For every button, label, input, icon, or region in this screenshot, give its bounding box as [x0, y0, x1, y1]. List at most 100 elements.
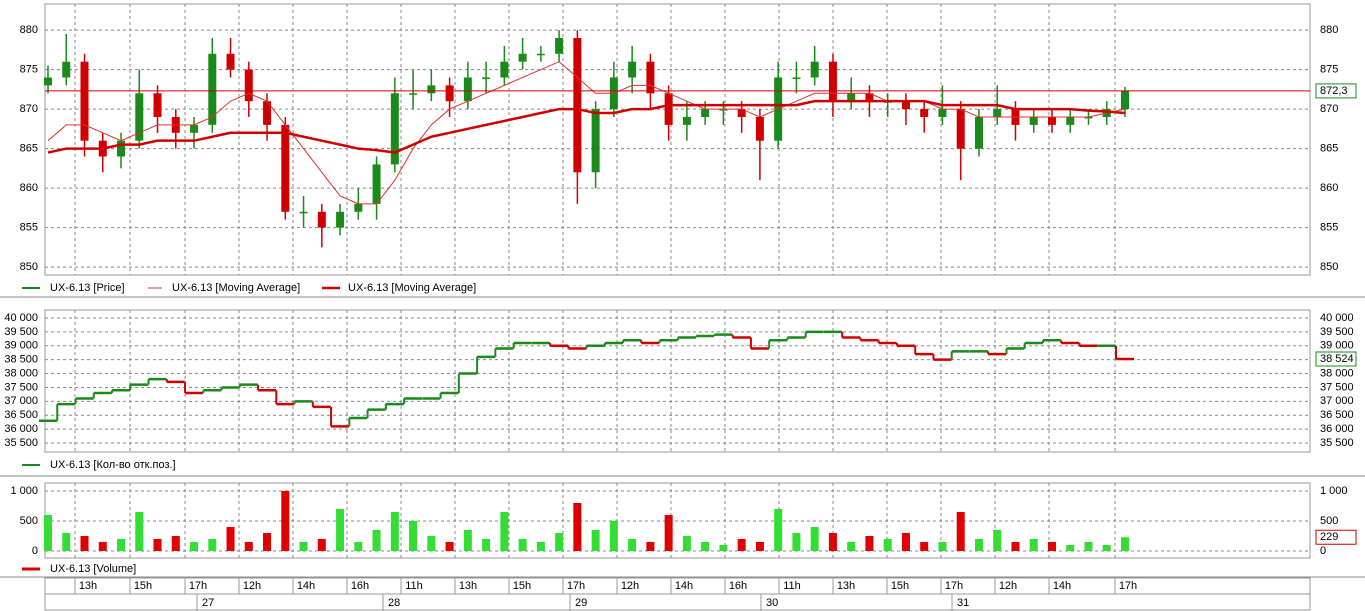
candle-body — [244, 69, 253, 102]
moving-average — [47, 99, 1126, 154]
last-value-box — [1315, 83, 1357, 99]
volume-bar — [938, 541, 947, 551]
y-tick-label: 0 — [32, 545, 38, 557]
candle-body — [62, 61, 71, 78]
hour-label: 16h — [729, 580, 747, 592]
volume-bar — [463, 529, 472, 551]
volume-bar — [792, 532, 801, 551]
plot-frame — [44, 3, 1311, 276]
volume-bar — [482, 538, 491, 551]
candle-body — [226, 53, 235, 70]
volume-bar — [1121, 537, 1129, 551]
volume-bar — [555, 532, 564, 551]
volume-bar — [208, 538, 217, 551]
volume-bar — [883, 538, 892, 551]
candle-body — [80, 61, 89, 141]
candle-body — [354, 203, 363, 212]
day-label: 31 — [957, 597, 969, 609]
volume-bar — [1084, 541, 1093, 551]
candle-body — [190, 124, 199, 133]
volume-bar — [755, 541, 764, 551]
candle-body — [792, 77, 801, 79]
y-tick-label-right: 39 000 — [1320, 340, 1354, 352]
candle-body — [956, 109, 965, 149]
volume-bar — [719, 544, 728, 551]
candle-body — [974, 116, 983, 149]
candle-body — [755, 116, 764, 141]
candle-body — [536, 53, 545, 56]
y-tick-label: 870 — [20, 103, 38, 115]
y-tick-label-right: 875 — [1320, 63, 1338, 75]
hour-label: 12h — [621, 580, 639, 592]
volume-bar — [336, 508, 345, 551]
volume-bar — [828, 532, 837, 551]
volume-bar — [98, 541, 107, 551]
candle-body — [573, 37, 582, 173]
hour-label: 15h — [891, 580, 909, 592]
candle-body — [518, 53, 527, 62]
y-tick-label-right: 39 500 — [1320, 326, 1354, 338]
candle-body — [390, 93, 399, 165]
y-tick-label-right: 40 000 — [1320, 312, 1354, 324]
candle-body — [153, 93, 162, 117]
hour-label: 12h — [999, 580, 1017, 592]
volume-bar — [171, 535, 180, 551]
candle-body — [409, 93, 418, 95]
moving-average — [47, 61, 1126, 205]
y-tick-label-right: 35 500 — [1320, 437, 1354, 449]
volume-bar — [409, 520, 418, 551]
hour-label: 17h — [567, 580, 585, 592]
candle-body — [1029, 116, 1038, 125]
hour-label: 12h — [243, 580, 261, 592]
y-tick-label: 855 — [20, 222, 38, 234]
volume-bar — [865, 535, 874, 551]
volume-bar — [1011, 541, 1020, 551]
hour-label: 14h — [297, 580, 315, 592]
volume-bar — [190, 541, 199, 551]
volume-bar — [44, 514, 52, 551]
volume-bar — [1066, 544, 1075, 551]
y-tick-label-right: 850 — [1320, 261, 1338, 273]
hour-label: 13h — [837, 580, 855, 592]
candle-body — [719, 109, 728, 111]
y-tick-label: 500 — [20, 515, 38, 527]
y-tick-label-right: 36 000 — [1320, 423, 1354, 435]
candle-body — [372, 164, 381, 204]
hour-label: 11h — [405, 580, 423, 592]
y-tick-label-right: 855 — [1320, 222, 1338, 234]
volume-bar — [1047, 541, 1056, 551]
hour-label: 13h — [459, 580, 477, 592]
y-tick-label: 38 500 — [4, 354, 38, 366]
y-tick-label-right: 860 — [1320, 182, 1338, 194]
day-label: 28 — [388, 597, 400, 609]
y-tick-label-right: 880 — [1320, 24, 1338, 36]
legend-entry: UX-6.13 [Price] — [50, 282, 125, 294]
y-tick-label-right: 865 — [1320, 142, 1338, 154]
legend-entry: UX-6.13 [Volume] — [50, 563, 136, 575]
candle-body — [299, 211, 308, 214]
legend-entry: UX-6.13 [Кол-во отк.поз.] — [50, 459, 176, 471]
candle-body — [482, 77, 491, 79]
volume-bar — [390, 511, 399, 551]
candle-body — [828, 61, 837, 102]
candle-body — [865, 93, 874, 102]
candle-body — [847, 93, 856, 102]
candle-body — [664, 93, 673, 125]
y-tick-label: 40 000 — [4, 312, 38, 324]
volume-bar — [372, 529, 381, 551]
volume-bar — [993, 529, 1002, 551]
candle-body — [938, 109, 947, 117]
candle-body — [646, 61, 655, 94]
hour-label: 15h — [513, 580, 531, 592]
candle-body — [901, 101, 910, 110]
y-tick-label: 1 000 — [10, 485, 38, 497]
y-tick-label: 875 — [20, 63, 38, 75]
y-tick-label: 38 000 — [4, 367, 38, 379]
y-tick-label-right: 37 000 — [1320, 395, 1354, 407]
candle-body — [1047, 116, 1056, 125]
candle-body — [44, 77, 52, 86]
y-tick-label: 37 000 — [4, 395, 38, 407]
volume-bar — [920, 541, 929, 551]
volume-bar — [153, 538, 162, 551]
last-value-label: 872,3 — [1320, 85, 1348, 97]
